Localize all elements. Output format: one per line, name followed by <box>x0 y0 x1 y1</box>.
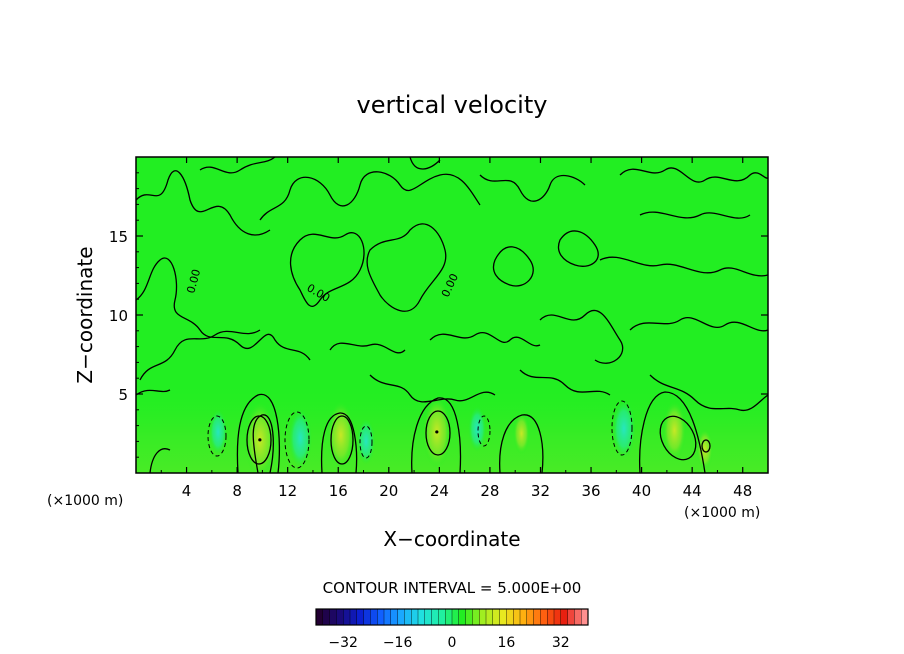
colorbar-cell <box>492 608 501 626</box>
colorbar-cell <box>383 608 392 626</box>
y-tick-label: 15 <box>109 228 128 246</box>
colorbar-cell <box>506 608 514 626</box>
colorbar-cell <box>411 608 419 626</box>
colorbar-tick-label: −32 <box>328 635 358 651</box>
colorbar-cell <box>519 608 528 626</box>
colorbar: −32 −16 0 16 32 <box>315 608 589 651</box>
x-tick-label: 40 <box>632 482 651 500</box>
colorbar-cell <box>472 608 480 626</box>
colorbar-cell <box>567 608 575 626</box>
updraft-cell <box>662 400 687 461</box>
x-tick-label: 4 <box>182 482 192 500</box>
colorbar-cell <box>363 608 371 626</box>
contour-label: 0.00 <box>184 268 203 295</box>
colorbar-cell <box>479 608 487 626</box>
plot-area: 0.00 0.00 0.00 <box>136 157 768 473</box>
colorbar-cell <box>540 608 548 626</box>
x-tick-label: 8 <box>232 482 242 500</box>
colorbar-cell <box>485 608 494 626</box>
x-tick-label: 28 <box>480 482 499 500</box>
colorbar-cell <box>315 608 324 626</box>
colorbar-cell <box>356 608 365 626</box>
contour-lines <box>136 157 768 412</box>
colorbar-cell <box>465 608 473 626</box>
colorbar-tick-label: 0 <box>448 635 457 651</box>
updraft-cell <box>696 428 713 471</box>
colorbar-cell <box>404 608 412 626</box>
colorbar-cell <box>424 608 433 626</box>
z-unit-label: (×1000 m) <box>47 493 123 509</box>
colorbar-cell <box>349 608 358 626</box>
colorbar-cell <box>547 608 555 626</box>
colorbar-tick-label: −16 <box>383 635 413 651</box>
colorbar-cell <box>377 608 385 626</box>
colorbar-cell <box>329 608 337 626</box>
y-tick-label: 5 <box>118 386 128 404</box>
x-tick-label: 12 <box>278 482 297 500</box>
colorbar-cell <box>513 608 521 626</box>
colorbar-cell <box>417 608 426 626</box>
x-tick-label: 24 <box>430 482 449 500</box>
cell-contours <box>149 391 711 473</box>
colorbar-cell <box>322 608 331 626</box>
x-tick-label: 44 <box>683 482 702 500</box>
chart-title: vertical velocity <box>357 91 548 119</box>
colorbar-cell <box>390 608 399 626</box>
x-tick-label: 20 <box>379 482 398 500</box>
colorbar-cell <box>553 608 562 626</box>
colorbar-frame <box>315 608 589 626</box>
colorbar-cell <box>336 608 344 626</box>
field-ground-band <box>136 380 768 473</box>
colorbar-tick-label: 16 <box>497 635 515 651</box>
colorbar-cell <box>445 608 453 626</box>
contour-interval-text: CONTOUR INTERVAL = 5.000E+00 <box>323 579 582 597</box>
updraft-cell <box>327 400 355 470</box>
updraft-cell <box>513 412 530 455</box>
colorbar-cell <box>397 608 405 626</box>
colorbar-cell <box>560 608 569 626</box>
colorbar-cell <box>526 608 535 626</box>
x-tick-label: 48 <box>733 482 752 500</box>
peak-marker <box>258 438 262 442</box>
x-axis-label: X−coordinate <box>383 527 520 551</box>
x-unit-label: (×1000 m) <box>684 505 760 521</box>
y-axis-label: Z−coordinate <box>73 246 97 383</box>
x-tick-label: 36 <box>581 482 600 500</box>
negative-contours <box>207 400 633 469</box>
colorbar-cell <box>438 608 446 626</box>
colorbar-cell <box>533 608 541 626</box>
colorbar-cell <box>574 608 582 626</box>
colorbar-cell <box>458 608 467 626</box>
x-tick-label: 16 <box>329 482 348 500</box>
downdraft-cell <box>468 405 487 452</box>
colorbar-cell <box>451 608 460 626</box>
colorbar-cell <box>343 608 351 626</box>
colorbar-tick-label: 32 <box>552 635 570 651</box>
colorbar-cell <box>581 608 589 626</box>
x-tick-label: 32 <box>531 482 550 500</box>
colorbar-cell <box>370 608 378 626</box>
peak-marker <box>435 430 439 434</box>
colorbar-cell <box>431 608 439 626</box>
y-tick-label: 10 <box>109 307 128 325</box>
colorbar-cell <box>499 608 507 626</box>
